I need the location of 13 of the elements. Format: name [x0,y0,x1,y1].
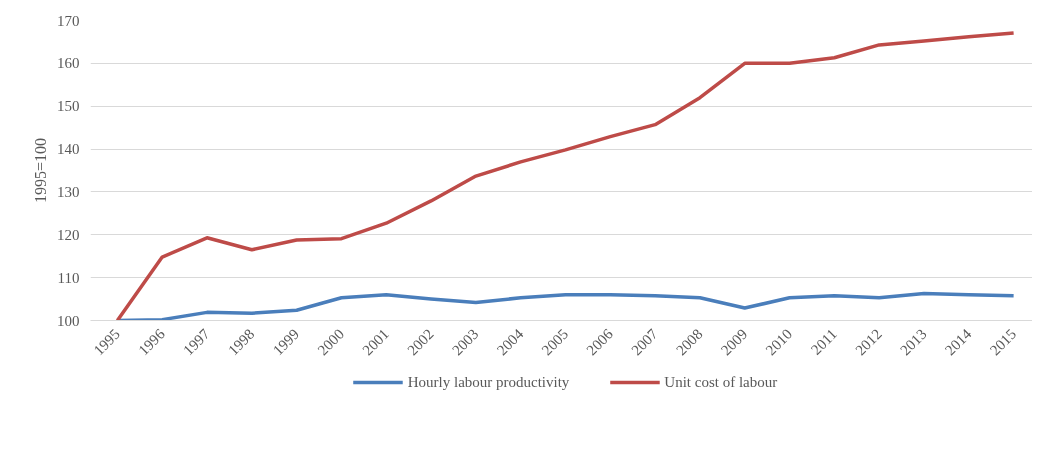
y-axis-title: 1995=100 [32,137,49,204]
y-tick-label: 140 [57,141,80,158]
x-tick-label: 2011 [807,325,841,358]
legend-label: Hourly labour productivity [407,373,570,391]
y-tick-label: 150 [57,98,80,115]
y-tick-label: 110 [57,269,80,286]
line-series [115,31,1016,321]
legend-label: Unit cost of labour [664,373,778,391]
y-tick-label: 160 [57,55,80,72]
y-tick-label: 130 [57,183,80,200]
y-tick-label: 120 [57,226,80,243]
y-tick-label: 100 [57,312,80,329]
y-tick-label: 170 [57,12,80,29]
